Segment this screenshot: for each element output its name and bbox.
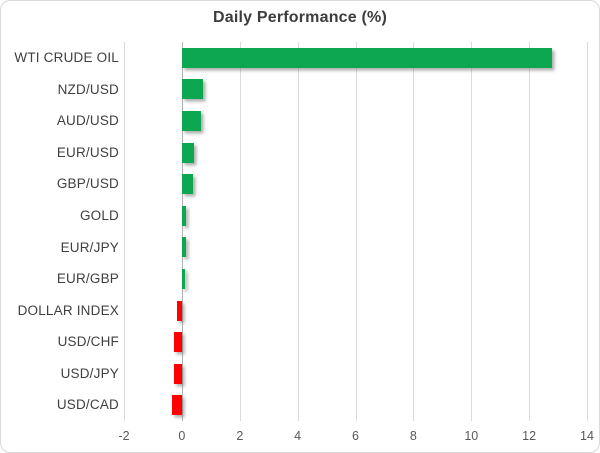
- x-axis-tick-label: 10: [464, 429, 479, 443]
- category-label: EUR/GBP: [56, 271, 119, 287]
- gridline: [298, 42, 299, 421]
- bar-aud-usd: [181, 111, 202, 131]
- category-label: EUR/USD: [56, 144, 119, 160]
- x-axis-tick-label: 8: [409, 429, 417, 443]
- category-label: GBP/USD: [56, 176, 119, 192]
- bar-dollar-index: [177, 300, 182, 321]
- bar-eur-gbp: [181, 268, 185, 289]
- category-label: AUD/USD: [56, 113, 119, 129]
- category-label: WTI CRUDE OIL: [14, 50, 119, 65]
- bar-usd-jpy: [174, 363, 182, 384]
- category-label: DOLLAR INDEX: [17, 302, 119, 318]
- bar-gold: [181, 205, 186, 226]
- category-label: USD/JPY: [60, 365, 119, 381]
- zero-axis-line: [182, 42, 183, 421]
- x-axis-tick-label: 12: [522, 429, 537, 443]
- gridline: [356, 42, 357, 421]
- category-label: GOLD: [79, 207, 119, 223]
- bar-eur-jpy: [181, 237, 186, 258]
- category-label: USD/CAD: [56, 397, 119, 413]
- gridline: [529, 42, 530, 421]
- gridline: [471, 42, 472, 421]
- gridline: [413, 42, 414, 421]
- gridline: [124, 42, 125, 421]
- category-label: USD/CHF: [57, 334, 119, 350]
- x-axis-tick-label: 4: [294, 429, 302, 443]
- x-axis-tick-label: -2: [118, 429, 130, 443]
- x-axis-tick-label: 6: [352, 429, 359, 443]
- gridline: [587, 42, 588, 421]
- bar-eur-usd: [181, 142, 195, 163]
- bar-usd-chf: [174, 332, 182, 352]
- chart-title: Daily Performance (%): [212, 9, 388, 26]
- bar-usd-cad: [171, 395, 182, 416]
- gridline: [240, 42, 241, 421]
- x-axis-tick-label: 2: [236, 429, 244, 443]
- bar-gbp-usd: [181, 174, 193, 195]
- bar-nzd-usd: [181, 79, 203, 100]
- category-label: NZD/USD: [57, 81, 119, 97]
- category-label: EUR/JPY: [60, 239, 119, 255]
- x-axis-tick-label: 14: [580, 429, 594, 443]
- bar-wti-crude-oil: [181, 47, 553, 68]
- x-axis-tick-label: 0: [178, 429, 186, 443]
